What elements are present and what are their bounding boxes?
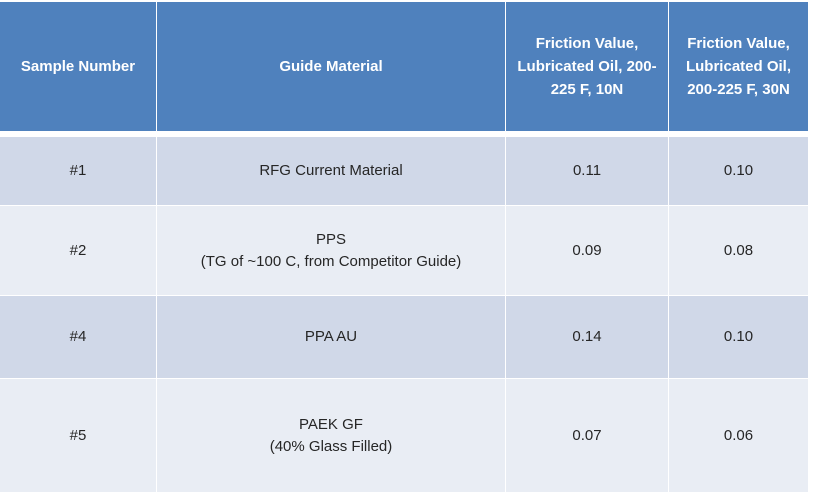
friction-10n-cell: 0.07 (506, 379, 668, 492)
cell-lines: PPS (TG of ~100 C, from Competitor Guide) (201, 229, 462, 273)
header-cell: Friction Value, Lubricated Oil, 200-225 … (506, 2, 668, 131)
material-cell: RFG Current Material (157, 132, 505, 205)
sample-cell: #4 (0, 296, 156, 378)
friction-30n-cell: 0.10 (669, 296, 808, 378)
cell-line: (40% Glass Filled) (269, 437, 393, 455)
cell-line: (TG of ~100 C, from Competitor Guide) (200, 252, 462, 270)
friction-30n-cell: 0.06 (669, 379, 808, 492)
cell-line: PPA AU (304, 328, 358, 345)
sample-cell: #5 (0, 379, 156, 492)
cell-lines: PAEK GF (40% Glass Filled) (270, 414, 393, 458)
cell-line: PAEK GF (299, 415, 363, 433)
friction-30n-cell: 0.08 (669, 206, 808, 295)
header-cell: Guide Material (157, 2, 505, 131)
header-cell: Sample Number (0, 2, 156, 131)
friction-10n-cell: 0.09 (506, 206, 668, 295)
header-cell: Friction Value, Lubricated Oil, 200-225 … (669, 2, 808, 131)
material-cell: PAEK GF (40% Glass Filled) (157, 379, 505, 492)
cell-line: RFG Current Material (259, 162, 403, 179)
material-cell: PPA AU (157, 296, 505, 378)
cell-lines: RFG Current Material (259, 160, 402, 182)
friction-10n-cell: 0.14 (506, 296, 668, 378)
friction-10n-cell: 0.11 (506, 132, 668, 205)
friction-30n-cell: 0.10 (669, 132, 808, 205)
sample-cell: #1 (0, 132, 156, 205)
cell-line: PPS (315, 230, 346, 248)
cell-lines: PPA AU (305, 326, 357, 348)
sample-cell: #2 (0, 206, 156, 295)
material-cell: PPS (TG of ~100 C, from Competitor Guide) (157, 206, 505, 295)
